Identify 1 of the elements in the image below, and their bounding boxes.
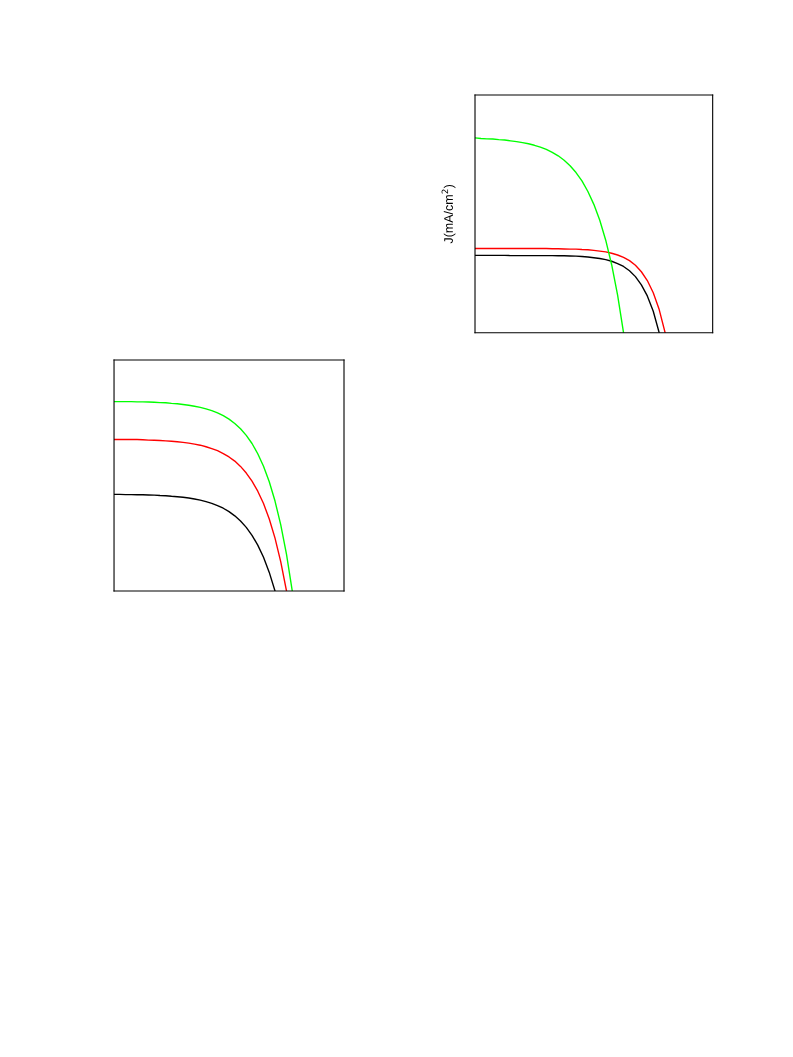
y-axis-title: J(mA/cm$^{2}$): [441, 184, 456, 244]
